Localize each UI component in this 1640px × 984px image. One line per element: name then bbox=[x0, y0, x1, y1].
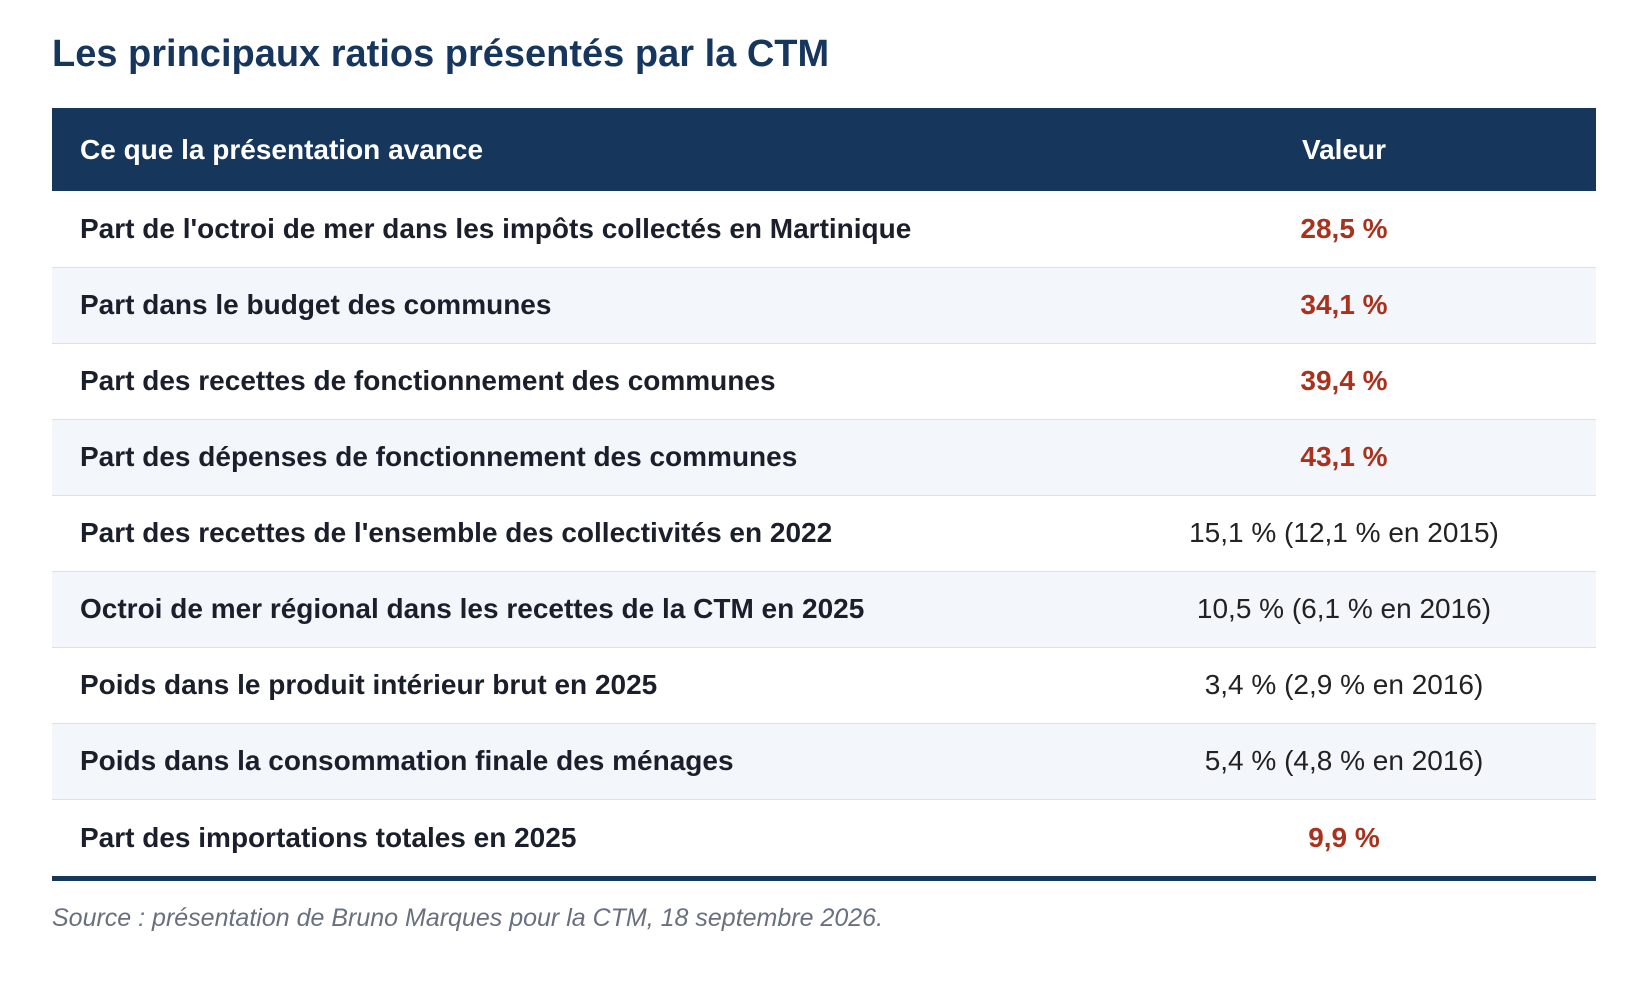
source-note: Source : présentation de Bruno Marques p… bbox=[52, 904, 884, 932]
row-label: Poids dans la consommation finale des mé… bbox=[80, 745, 734, 776]
table-row: Part des recettes de l'ensemble des coll… bbox=[52, 495, 1596, 571]
row-label: Octroi de mer régional dans les recettes… bbox=[80, 593, 865, 624]
column-header-value: Valeur bbox=[1301, 133, 1387, 165]
table-row: Octroi de mer régional dans les recettes… bbox=[52, 571, 1596, 647]
row-value: 34,1 % bbox=[1300, 289, 1388, 320]
table-row: Poids dans la consommation finale des mé… bbox=[52, 723, 1596, 799]
row-value: 39,4 % bbox=[1300, 365, 1388, 396]
column-header-label: Ce que la présentation avance bbox=[80, 133, 484, 165]
row-value: 9,9 % bbox=[1308, 821, 1380, 853]
row-label: Part de l'octroi de mer dans les impôts … bbox=[80, 212, 912, 244]
row-label: Part des dépenses de fonctionnement des … bbox=[80, 441, 798, 472]
row-value: 10,5 % (6,1 % en 2016) bbox=[1196, 593, 1492, 624]
row-label: Poids dans le produit intérieur brut en … bbox=[80, 669, 658, 700]
row-label: Part des recettes de l'ensemble des coll… bbox=[80, 517, 833, 548]
ratios-table: Ce que la présentation avance Valeur Par… bbox=[52, 108, 1596, 881]
row-label: Part dans le budget des communes bbox=[80, 289, 552, 320]
page-title: Les principaux ratios présentés par la C… bbox=[52, 33, 830, 75]
table-row: Part des dépenses de fonctionnement des … bbox=[52, 419, 1596, 495]
table-row: Part dans le budget des communes 34,1 % bbox=[52, 267, 1596, 343]
row-label: Part des recettes de fonctionnement des … bbox=[80, 365, 776, 396]
table-row: Part des importations totales en 2025 9,… bbox=[52, 799, 1596, 878]
table-row: Poids dans le produit intérieur brut en … bbox=[52, 647, 1596, 723]
table-row: Part des recettes de fonctionnement des … bbox=[52, 343, 1596, 419]
row-value: 43,1 % bbox=[1300, 441, 1388, 472]
row-label: Part des importations totales en 2025 bbox=[80, 821, 577, 853]
row-value: 3,4 % (2,9 % en 2016) bbox=[1204, 669, 1484, 700]
row-value: 28,5 % bbox=[1300, 212, 1388, 244]
page-container: Les principaux ratios présentés par la C… bbox=[52, 0, 1596, 932]
row-value: 15,1 % (12,1 % en 2015) bbox=[1189, 517, 1499, 548]
row-value: 5,4 % (4,8 % en 2016) bbox=[1204, 745, 1484, 776]
table-header-row: Ce que la présentation avance Valeur bbox=[52, 108, 1596, 191]
table-row: Part de l'octroi de mer dans les impôts … bbox=[52, 191, 1596, 267]
